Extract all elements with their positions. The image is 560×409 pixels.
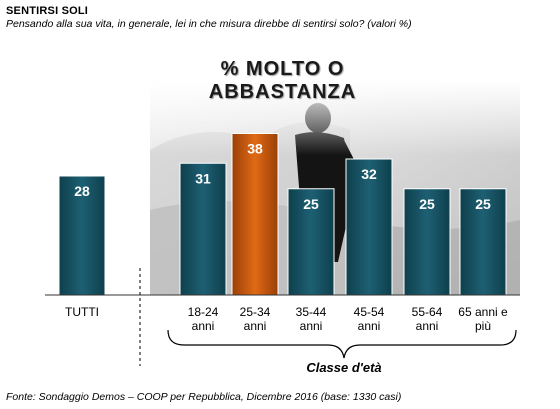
bar-value-label-2: 38 (247, 141, 263, 157)
bar-0 (58, 175, 106, 296)
bar-value-label-5: 25 (419, 196, 435, 212)
category-label-1-1: anni (192, 319, 215, 333)
category-label-1-0: 18-24 (188, 305, 219, 319)
bar-5 (403, 188, 451, 296)
source-note: Fonte: Sondaggio Demos – COOP per Repubb… (6, 391, 402, 403)
category-label-5-0: 55-64 (412, 305, 443, 319)
category-label-0-0: TUTTI (65, 305, 99, 319)
category-label-3-0: 35-44 (296, 305, 327, 319)
bar-value-label-6: 25 (475, 196, 491, 212)
bar-4 (345, 158, 393, 296)
bar-3 (287, 188, 335, 296)
bar-value-label-0: 28 (74, 183, 90, 199)
group-label: Classe d'età (306, 360, 381, 375)
chart-title: SENTIRSI SOLI (6, 5, 89, 17)
bar-2 (231, 133, 279, 296)
bar-1 (179, 162, 227, 296)
category-label-3-1: anni (300, 319, 323, 333)
category-label-2-0: 25-34 (240, 305, 271, 319)
category-label-2-1: anni (244, 319, 267, 333)
chart-heading: % MOLTO O ABBASTANZA (208, 58, 357, 103)
bar-value-label-1: 31 (195, 170, 211, 186)
category-label-4-0: 45-54 (354, 305, 385, 319)
category-label-6-1: più (475, 319, 491, 333)
category-label-5-1: anni (416, 319, 439, 333)
bar-value-label-3: 25 (303, 196, 319, 212)
age-group-brace (167, 329, 517, 359)
bar-value-label-4: 32 (361, 166, 377, 182)
category-label-6-0: 65 anni e (458, 305, 508, 319)
survey-question: Pensando alla sua vita, in generale, lei… (6, 18, 412, 30)
category-label-4-1: anni (358, 319, 381, 333)
